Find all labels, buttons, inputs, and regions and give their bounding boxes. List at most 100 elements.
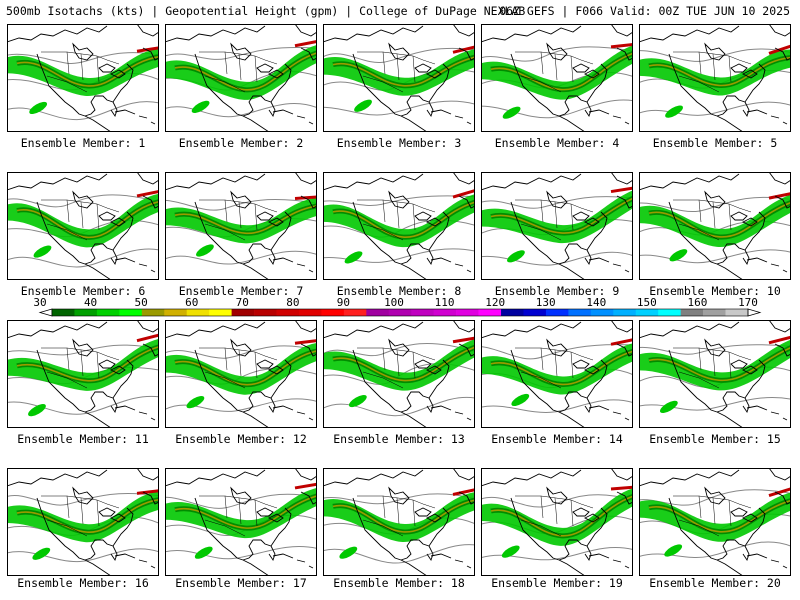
ensemble-panel	[639, 468, 791, 576]
jet-stream-band	[481, 190, 633, 244]
ensemble-panel	[165, 24, 317, 132]
ensemble-map	[7, 320, 159, 428]
jet-maximum-streak	[768, 44, 791, 55]
coastline	[36, 349, 86, 413]
coastline	[742, 249, 750, 266]
coastline	[7, 173, 108, 191]
coastline	[114, 109, 136, 115]
coastline	[194, 53, 244, 117]
coastline	[300, 195, 317, 209]
coastline	[558, 359, 608, 413]
coastline	[150, 417, 156, 421]
coastline	[616, 343, 633, 357]
ensemble-panel	[7, 468, 159, 576]
ensemble-panel	[7, 320, 159, 428]
state-border	[362, 75, 404, 93]
coastline	[194, 349, 244, 413]
coastline	[84, 63, 134, 117]
coastline	[768, 320, 791, 333]
state-border	[204, 75, 246, 93]
state-border	[728, 203, 732, 231]
ensemble-member-label: Ensemble Member: 18	[333, 576, 465, 590]
coastline	[583, 69, 600, 79]
jet-maximum-streak	[610, 338, 633, 346]
coastline	[114, 405, 136, 411]
colorbar-swatch	[164, 309, 188, 316]
colorbar-swatch	[658, 309, 681, 316]
height-contour	[7, 248, 159, 268]
coastline	[150, 121, 156, 125]
coastline	[308, 565, 314, 569]
height-contour	[165, 546, 317, 560]
ensemble-member-label: Ensemble Member: 5	[652, 136, 778, 150]
jet-maximum-streak	[610, 186, 633, 194]
state-border	[520, 223, 562, 241]
coastline	[742, 397, 750, 414]
height-contour	[639, 101, 791, 116]
colorbar-tick-label: 140	[586, 296, 606, 309]
coastline	[639, 25, 740, 43]
ensemble-panel	[639, 24, 791, 132]
isotach-patch	[354, 99, 372, 112]
state-border	[412, 203, 416, 231]
colorbar-swatch	[501, 309, 524, 316]
coastline	[84, 411, 112, 428]
jet-maximum-streak	[768, 192, 791, 200]
coastline	[256, 211, 274, 221]
coastline	[98, 359, 116, 369]
state-border	[46, 519, 88, 537]
coastline	[716, 559, 744, 576]
state-border	[712, 201, 716, 229]
ensemble-map	[481, 468, 633, 576]
coastline	[110, 545, 118, 562]
height-contour	[481, 99, 633, 119]
state-border	[80, 53, 84, 81]
coastline	[296, 263, 306, 267]
height-contour	[639, 249, 791, 264]
coastline	[267, 365, 284, 375]
state-border	[698, 495, 702, 519]
isotach-colorbar: 30 40 50 60 70 80 90 100 110 120 130 140 150 160 170	[33, 296, 762, 317]
coastline	[746, 553, 768, 559]
ensemble-map	[323, 468, 475, 576]
coastline	[742, 101, 750, 118]
coastline	[741, 513, 758, 523]
state-border	[412, 55, 416, 83]
height-contour	[481, 399, 633, 413]
jet-stream-band	[481, 45, 633, 100]
isotach-patch	[348, 394, 367, 408]
state-border	[238, 53, 242, 81]
coastline	[268, 249, 276, 266]
coastline	[610, 24, 633, 37]
jet-stream-band	[481, 343, 633, 395]
coastline	[558, 411, 586, 428]
ensemble-map	[323, 172, 475, 280]
ensemble-member-label: Ensemble Member: 14	[491, 432, 623, 446]
state-border	[728, 499, 732, 527]
coastline	[36, 497, 86, 561]
coastline	[296, 115, 306, 119]
isotach-patch	[29, 101, 48, 115]
height-contour	[481, 196, 633, 209]
coastline	[430, 405, 452, 411]
height-contour	[323, 100, 475, 116]
state-border	[254, 55, 258, 83]
jet-stream-band	[165, 44, 317, 100]
coastline	[572, 507, 590, 517]
coastline	[84, 211, 134, 265]
coastline	[84, 559, 112, 576]
colorbar-swatch	[680, 309, 704, 316]
state-border	[362, 519, 404, 537]
state-border	[362, 223, 404, 241]
coastline	[110, 101, 118, 118]
jet-stream-band	[323, 194, 475, 248]
coastline	[268, 545, 276, 562]
jet-stream-max	[648, 499, 791, 533]
colorbar-swatch	[119, 309, 143, 316]
colorbar-swatch	[96, 309, 120, 316]
height-contour	[639, 344, 791, 355]
state-border	[238, 201, 242, 229]
colorbar-tick-label: 80	[286, 296, 299, 309]
state-border	[254, 351, 258, 379]
coastline	[668, 53, 718, 117]
